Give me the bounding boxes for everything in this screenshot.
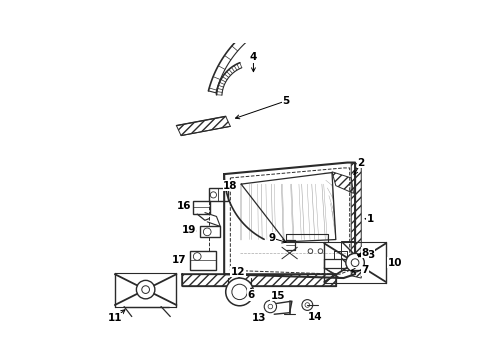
Circle shape xyxy=(210,192,217,198)
Circle shape xyxy=(136,280,155,299)
Text: 4: 4 xyxy=(250,52,257,62)
Text: 2: 2 xyxy=(358,158,365,167)
Text: 17: 17 xyxy=(172,255,187,265)
Text: 12: 12 xyxy=(231,267,245,277)
Text: 15: 15 xyxy=(271,291,285,301)
Text: 16: 16 xyxy=(177,202,192,211)
Circle shape xyxy=(346,253,365,272)
Text: 6: 6 xyxy=(247,290,255,300)
Text: 14: 14 xyxy=(308,311,322,321)
Text: 8: 8 xyxy=(362,248,368,258)
Text: 3: 3 xyxy=(367,250,374,260)
Text: 9: 9 xyxy=(269,233,275,243)
Text: 10: 10 xyxy=(388,258,402,267)
Text: 11: 11 xyxy=(108,313,122,323)
Circle shape xyxy=(194,253,201,260)
Text: 7: 7 xyxy=(362,265,369,275)
Text: 19: 19 xyxy=(182,225,196,235)
Text: 5: 5 xyxy=(282,96,290,106)
Text: 13: 13 xyxy=(251,313,266,323)
Circle shape xyxy=(226,278,253,306)
Text: 1: 1 xyxy=(367,214,374,224)
Text: 18: 18 xyxy=(223,181,238,191)
